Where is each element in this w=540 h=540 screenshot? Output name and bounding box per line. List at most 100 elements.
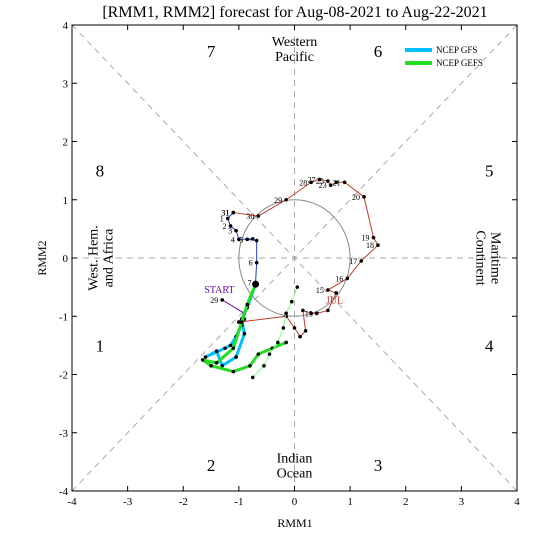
start-marker bbox=[252, 280, 260, 288]
phase-number-label: 7 bbox=[207, 42, 216, 61]
region-label: West. Hem. and Africa bbox=[86, 225, 116, 290]
phase-number-label: 8 bbox=[96, 162, 105, 181]
phase-number-label: 3 bbox=[374, 456, 383, 475]
data-point bbox=[254, 238, 259, 243]
data-point-label: 5 bbox=[239, 235, 243, 244]
data-point bbox=[234, 355, 238, 359]
data-point bbox=[214, 349, 219, 354]
data-point bbox=[334, 180, 339, 185]
phase-number-label: 1 bbox=[96, 336, 105, 355]
data-point bbox=[237, 237, 241, 242]
y-tick-label: -1 bbox=[59, 311, 68, 323]
data-point bbox=[328, 183, 333, 187]
data-point bbox=[376, 243, 380, 247]
data-point-label: 27 bbox=[308, 175, 316, 184]
x-tick-label: -1 bbox=[234, 496, 243, 508]
data-point bbox=[342, 180, 347, 185]
region-label-line: and Africa bbox=[101, 228, 116, 287]
data-point bbox=[203, 355, 208, 359]
x-tick-label: -2 bbox=[179, 496, 188, 508]
data-point-label: 16 bbox=[335, 274, 343, 283]
y-tick-label: 4 bbox=[63, 20, 69, 32]
data-point-label: 29 bbox=[210, 296, 218, 305]
data-point bbox=[214, 361, 219, 365]
data-point bbox=[359, 259, 364, 263]
data-point bbox=[209, 363, 213, 368]
phase-number-label: 5 bbox=[485, 162, 494, 181]
data-point bbox=[289, 299, 294, 304]
data-point bbox=[242, 331, 247, 336]
data-point-label: 4 bbox=[231, 235, 235, 244]
series-line bbox=[227, 212, 258, 283]
data-point bbox=[301, 308, 305, 313]
region-label-line: Pacific bbox=[275, 50, 314, 65]
x-tick-label: 2 bbox=[403, 496, 409, 508]
data-point-label: 18 bbox=[366, 241, 374, 250]
data-point bbox=[250, 375, 255, 380]
y-tick-label: 2 bbox=[63, 137, 69, 149]
y-tick-label: 1 bbox=[63, 195, 69, 207]
region-label-line: Continent bbox=[473, 230, 488, 285]
data-point bbox=[231, 210, 236, 215]
legend: NCEP GFS NCEP GEFS bbox=[405, 45, 483, 68]
x-tick-label: 3 bbox=[459, 496, 465, 508]
data-point bbox=[254, 260, 259, 265]
data-point-label: 3 bbox=[228, 227, 232, 236]
data-point bbox=[223, 346, 227, 351]
data-point bbox=[371, 235, 376, 240]
data-point bbox=[267, 352, 272, 356]
region-label-line: Indian bbox=[277, 451, 313, 466]
data-point bbox=[298, 334, 302, 339]
data-point-label: 17 bbox=[349, 257, 357, 266]
legend-entry-label: NCEP GEFS bbox=[436, 58, 483, 68]
data-point bbox=[295, 285, 300, 289]
data-point-label: 13 bbox=[305, 309, 313, 318]
data-point-label: 30 bbox=[246, 212, 254, 221]
data-point bbox=[220, 363, 224, 368]
data-point bbox=[220, 298, 224, 302]
data-point bbox=[303, 329, 308, 333]
data-point bbox=[225, 216, 230, 221]
data-point-label: 7 bbox=[248, 278, 252, 287]
data-point bbox=[345, 276, 350, 281]
y-tick-label: 0 bbox=[63, 253, 69, 265]
region-label-line: Maritime bbox=[488, 232, 503, 284]
data-point-label: 19 bbox=[361, 234, 369, 243]
phase-number-label: 6 bbox=[374, 42, 383, 61]
region-label-line: West. Hem. bbox=[86, 225, 101, 290]
data-point bbox=[326, 308, 330, 313]
x-axis-label: RMM1 bbox=[277, 516, 312, 530]
data-point bbox=[284, 197, 288, 202]
data-point bbox=[228, 224, 233, 228]
data-point bbox=[245, 302, 250, 307]
data-point bbox=[250, 236, 255, 241]
data-point bbox=[239, 320, 244, 324]
data-point bbox=[245, 237, 250, 242]
annotation-label: START bbox=[204, 285, 234, 296]
data-point bbox=[326, 288, 330, 292]
data-point bbox=[256, 214, 261, 218]
data-point bbox=[309, 311, 313, 316]
series-line bbox=[252, 286, 298, 378]
data-point bbox=[231, 346, 236, 351]
region-label-line: Ocean bbox=[277, 466, 313, 481]
data-point bbox=[292, 326, 297, 330]
data-point bbox=[314, 311, 319, 316]
chart-title: [RMM1, RMM2] forecast for Aug-08-2021 to… bbox=[102, 4, 487, 21]
data-point-label: 2 bbox=[223, 222, 227, 231]
y-tick-label: -3 bbox=[59, 428, 69, 440]
data-point bbox=[231, 369, 236, 374]
data-point bbox=[317, 177, 322, 182]
data-point-label: 6 bbox=[249, 259, 253, 268]
x-tick-label: 4 bbox=[514, 496, 520, 508]
data-point-label: 31 bbox=[221, 209, 229, 218]
data-point bbox=[276, 340, 280, 345]
region-label-line: Western bbox=[272, 35, 318, 50]
y-tick-label: -4 bbox=[59, 486, 69, 498]
x-tick-label: 0 bbox=[292, 496, 298, 508]
data-point-label: 25 bbox=[316, 177, 324, 186]
